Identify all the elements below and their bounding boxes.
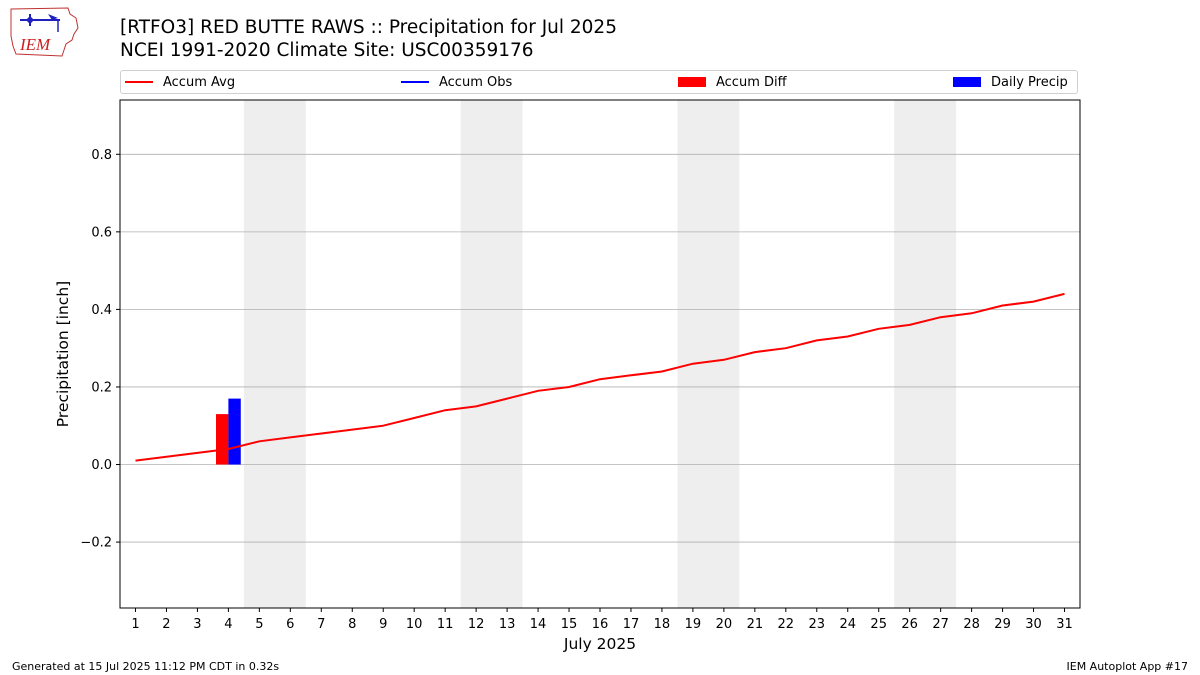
y-tick-label: 0.0 (91, 458, 112, 473)
x-tick-label: 18 (654, 617, 671, 632)
x-tick-label: 14 (530, 617, 547, 632)
x-tick-label: 11 (437, 617, 454, 632)
x-tick-label: 22 (778, 617, 795, 632)
x-tick-label: 1 (131, 617, 139, 632)
x-tick-label: 7 (317, 617, 325, 632)
legend-swatch-daily-precip (953, 77, 981, 87)
x-tick-label: 26 (901, 617, 918, 632)
weekend-band-0 (243, 100, 306, 608)
x-tick-label: 10 (406, 617, 423, 632)
y-axis-label: Precipitation [inch] (54, 281, 72, 427)
x-tick-label: 15 (561, 617, 578, 632)
y-tick-label: 0.4 (91, 303, 112, 318)
x-tick-label: 5 (255, 617, 263, 632)
generated-timestamp: Generated at 15 Jul 2025 11:12 PM CDT in… (12, 660, 280, 673)
x-tick-label: 12 (468, 617, 485, 632)
x-tick-label: 17 (623, 617, 640, 632)
y-tick-label: −0.2 (80, 536, 112, 551)
chart-legend: Accum Avg Accum Obs Accum Diff Daily Pre… (120, 70, 1078, 94)
legend-item-daily-precip: Daily Precip (953, 71, 1068, 93)
legend-label-daily-precip: Daily Precip (991, 74, 1068, 90)
x-tick-label: 4 (224, 617, 232, 632)
x-tick-label: 21 (747, 617, 764, 632)
x-axis-label: July 2025 (563, 635, 636, 653)
accum-avg-line (135, 292, 1065, 462)
x-tick-label: 29 (994, 617, 1011, 632)
x-tick-label: 30 (1025, 617, 1042, 632)
x-tick-label: 3 (193, 617, 201, 632)
x-tick-label: 8 (348, 617, 356, 632)
y-tick-label: 0.6 (91, 225, 112, 240)
legend-label-accum-avg: Accum Avg (163, 74, 236, 90)
legend-label-accum-diff: Accum Diff (716, 74, 787, 90)
weekend-band-3 (894, 100, 957, 608)
x-tick-label: 6 (286, 617, 294, 632)
legend-item-accum-obs: Accum Obs (401, 71, 512, 93)
chart-title: [RTFO3] RED BUTTE RAWS :: Precipitation … (120, 17, 617, 38)
x-tick-label: 23 (809, 617, 826, 632)
x-tick-label: 9 (379, 617, 387, 632)
svg-text:IEM: IEM (19, 35, 51, 54)
iem-logo: IEM (8, 6, 80, 58)
x-tick-label: 2 (162, 617, 170, 632)
legend-swatch-accum-obs (401, 81, 429, 83)
x-tick-label: 16 (592, 617, 609, 632)
x-tick-label: 13 (499, 617, 516, 632)
x-tick-label: 25 (870, 617, 887, 632)
x-tick-label: 19 (685, 617, 702, 632)
legend-swatch-accum-avg (125, 81, 153, 83)
x-tick-label: 20 (716, 617, 733, 632)
legend-item-accum-avg: Accum Avg (125, 71, 235, 93)
chart-subtitle: NCEI 1991-2020 Climate Site: USC00359176 (120, 40, 534, 61)
x-tick-label: 27 (932, 617, 949, 632)
plot-frame (119, 99, 1081, 609)
legend-item-accum-diff: Accum Diff (678, 71, 787, 93)
app-credit: IEM Autoplot App #17 (1066, 660, 1189, 673)
x-tick-label: 24 (839, 617, 856, 632)
legend-label-accum-obs: Accum Obs (439, 74, 513, 90)
weekend-band-2 (677, 100, 740, 608)
x-tick-label: 28 (963, 617, 980, 632)
x-tick-label: 31 (1056, 617, 1073, 632)
y-tick-label: 0.8 (91, 148, 112, 163)
legend-swatch-accum-diff (678, 77, 706, 87)
weekend-band-1 (460, 100, 523, 608)
y-tick-label: 0.2 (91, 380, 112, 395)
daily-precip-bar (228, 398, 241, 465)
accum-diff-bar (216, 414, 229, 465)
